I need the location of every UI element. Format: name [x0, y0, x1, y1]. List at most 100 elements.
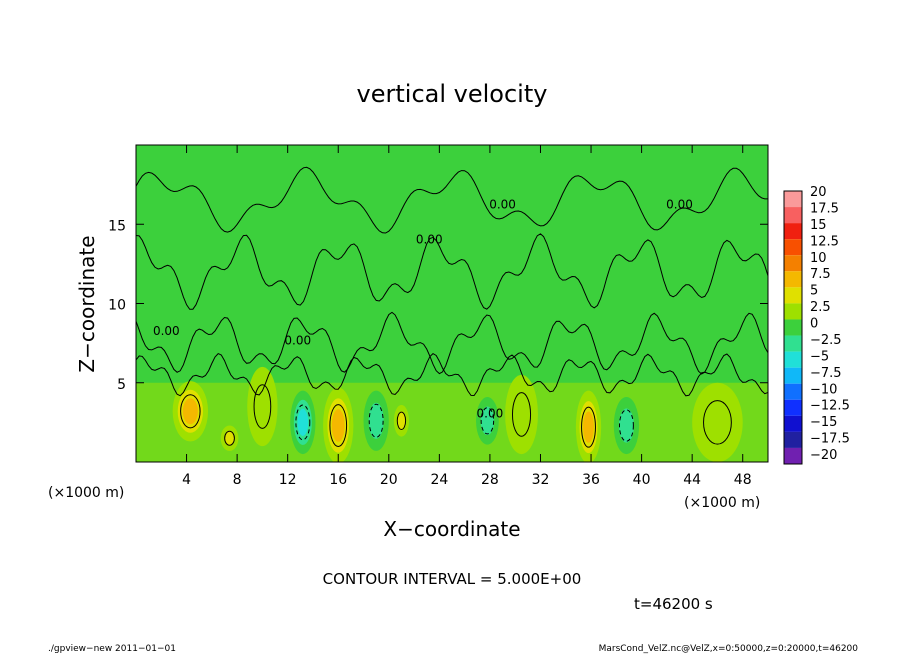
field-feature — [297, 408, 309, 436]
x-tick-label: 36 — [582, 472, 600, 488]
colorbar-swatch — [784, 351, 802, 368]
colorbar-swatch — [784, 431, 802, 448]
colorbar-label: −2.5 — [810, 333, 842, 348]
contour-line — [253, 384, 272, 429]
field-lower-band — [136, 382, 768, 462]
x-axis-label: X−coordinate — [383, 517, 520, 541]
colorbar-swatch — [784, 383, 802, 400]
time-label: t=46200 s — [634, 595, 713, 613]
contour-line — [480, 407, 495, 435]
colorbar-label: 17.5 — [810, 201, 839, 216]
contour-label: 0.00 — [666, 197, 693, 211]
x-tick-label: 20 — [380, 472, 398, 488]
colorbar-label: 2.5 — [810, 300, 831, 315]
field-feature — [505, 374, 538, 455]
contour-labels: 0.00 0.00 0.00 0.00 0.00 0.00 — [153, 197, 693, 420]
colorbar-swatch — [784, 287, 802, 304]
colorbar-label: −10 — [810, 382, 837, 397]
contour-line — [329, 404, 348, 447]
x-tick-label: 32 — [532, 472, 550, 488]
colorbar-label: −15 — [810, 415, 837, 430]
y-tick-label: 10 — [108, 298, 126, 314]
field-feature — [247, 366, 278, 447]
contour-lines — [136, 166, 768, 448]
contour-line — [618, 409, 634, 442]
colorbar-swatch — [784, 447, 802, 464]
contour-line — [368, 403, 384, 438]
contour-line — [511, 392, 532, 437]
contour-label: 0.00 — [284, 334, 311, 348]
contour-label: 0.00 — [153, 324, 180, 338]
colorbar-label: 10 — [810, 251, 827, 266]
contour-line — [224, 430, 235, 446]
colorbar-label: 0 — [810, 317, 818, 332]
colorbar-swatch — [784, 255, 802, 272]
colorbar-swatch — [784, 303, 802, 320]
colorbar-label: −12.5 — [810, 399, 850, 414]
footer-left: ./gpview−new 2011−01−01 — [48, 644, 176, 654]
field-feature — [692, 382, 743, 462]
x-unit-right: (×1000 m) — [684, 495, 760, 511]
colorbar-frame — [783, 190, 803, 465]
field-feature — [182, 398, 198, 425]
x-tick-label: 28 — [481, 472, 499, 488]
chart-title: vertical velocity — [357, 80, 548, 108]
colorbar-swatch — [784, 415, 802, 432]
field-feature — [396, 411, 406, 431]
contour-line — [703, 400, 732, 445]
contour-label: 0.00 — [416, 232, 443, 246]
y-axis-label: Z−coordinate — [75, 235, 99, 372]
field-feature — [480, 406, 495, 436]
colorbar-swatch — [784, 319, 802, 336]
contour-label: 0.00 — [489, 197, 516, 211]
x-tick-label: 16 — [329, 472, 347, 488]
field-feature — [224, 430, 235, 446]
colorbar-swatch — [784, 399, 802, 416]
y-axis: 5 10 15 — [108, 218, 768, 393]
x-tick-label: 4 — [182, 472, 191, 488]
colorbar-swatch — [784, 335, 802, 352]
colorbar-label: 15 — [810, 218, 827, 233]
velocity-field — [136, 145, 768, 462]
field-feature — [368, 402, 384, 439]
x-axis: 4 8 12 16 20 24 28 32 36 40 44 48 — [182, 145, 752, 488]
x-unit-left: (×1000 m) — [48, 485, 124, 501]
colorbar-label: −20 — [810, 448, 837, 463]
contour-line — [136, 352, 768, 397]
x-tick-label: 44 — [683, 472, 701, 488]
contour-line — [396, 411, 407, 431]
field-feature — [618, 408, 635, 443]
contour-line — [136, 166, 768, 234]
colorbar-swatch — [784, 271, 802, 288]
contour-line — [136, 233, 768, 310]
colorbar-label: −7.5 — [810, 366, 842, 381]
contour-line — [581, 406, 596, 448]
field-feature — [331, 409, 345, 442]
x-tick-label: 40 — [633, 472, 651, 488]
colorbar-swatch — [784, 207, 802, 224]
colorbar-swatch — [784, 239, 802, 256]
footer-right: MarsCond_VelZ.nc@VelZ,x=0:50000,z=0:2000… — [599, 644, 859, 654]
contour-interval: CONTOUR INTERVAL = 5.000E+00 — [323, 570, 582, 588]
colorbar-swatch — [784, 367, 802, 384]
colorbar-label: −5 — [810, 349, 829, 364]
contour-line — [295, 404, 311, 441]
colorbar-label: 5 — [810, 284, 818, 299]
colorbar-swatch — [784, 223, 802, 240]
colorbar-label: 12.5 — [810, 234, 839, 249]
colorbar-label: 7.5 — [810, 267, 831, 282]
y-tick-label: 15 — [108, 218, 126, 234]
field-feature — [583, 411, 594, 443]
x-tick-label: 8 — [233, 472, 242, 488]
x-tick-label: 48 — [734, 472, 752, 488]
contour-line — [180, 394, 201, 429]
contour-line — [136, 311, 768, 375]
x-tick-label: 12 — [279, 472, 297, 488]
colorbar-label: −17.5 — [810, 432, 850, 447]
colorbar-swatch — [784, 191, 802, 208]
contour-label: 0.00 — [477, 407, 504, 421]
colorbar-label: 20 — [810, 185, 827, 200]
y-tick-label: 5 — [117, 377, 126, 393]
